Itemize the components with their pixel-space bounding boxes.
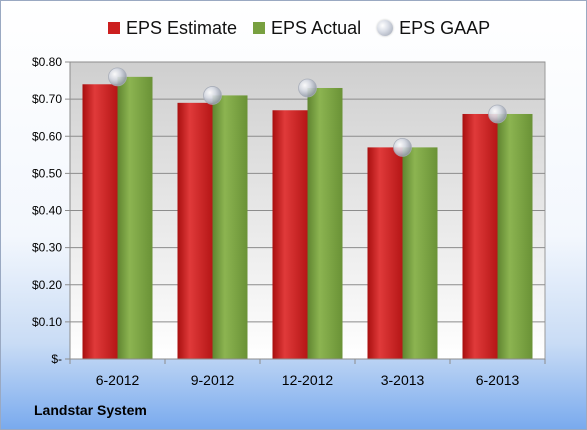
bar-eps-actual — [402, 147, 438, 359]
x-tick-label: 9-2012 — [191, 372, 235, 388]
y-tick-label: $0.50 — [32, 166, 62, 180]
x-tick-label: 3-2013 — [381, 372, 425, 388]
marker-eps-gaap — [203, 86, 222, 105]
bar-eps-estimate — [272, 110, 308, 359]
x-tick-label: 12-2012 — [282, 372, 334, 388]
legend-label-eps-actual: EPS Actual — [271, 17, 362, 38]
legend-label-eps-estimate: EPS Estimate — [126, 17, 238, 38]
bar-eps-estimate — [462, 113, 498, 359]
chart-legend: EPS Estimate EPS Actual EPS GAAP — [108, 12, 506, 44]
company-label: Landstar System — [34, 402, 147, 418]
y-tick-label: $0.80 — [32, 55, 62, 69]
marker-eps-gaap — [488, 104, 507, 124]
y-tick-label: $- — [51, 352, 62, 366]
x-tick-label: 6-2012 — [96, 372, 140, 388]
marker-eps-gaap — [393, 137, 412, 157]
bar-eps-estimate — [82, 84, 118, 360]
bar-eps-actual — [497, 113, 533, 359]
y-tick-label: $0.20 — [32, 278, 62, 292]
legend-swatch-eps-actual — [253, 22, 266, 34]
y-tick-label: $0.30 — [32, 241, 62, 255]
bar-eps-estimate — [367, 147, 403, 359]
y-tick-label: $0.70 — [32, 92, 62, 106]
y-tick-label: $0.10 — [32, 315, 62, 329]
bar-eps-actual — [117, 76, 153, 359]
marker-eps-gaap — [108, 67, 127, 87]
bar-eps-actual — [212, 95, 248, 359]
legend-label-eps-gaap: EPS GAAP — [399, 17, 491, 38]
legend-swatch-eps-estimate — [108, 22, 120, 34]
legend-item-eps-actual: EPS Actual — [253, 18, 361, 39]
legend-item-eps-gaap: EPS GAAP — [377, 18, 490, 39]
legend-item-eps-estimate: EPS Estimate — [108, 18, 237, 39]
x-tick-label: 6-2013 — [476, 372, 520, 388]
marker-eps-gaap — [298, 78, 317, 98]
legend-marker-eps-gaap — [377, 20, 394, 36]
y-tick-label: $0.60 — [32, 129, 62, 143]
y-tick-label: $0.40 — [32, 204, 62, 218]
bar-eps-actual — [307, 87, 343, 360]
bar-eps-estimate — [177, 102, 213, 360]
